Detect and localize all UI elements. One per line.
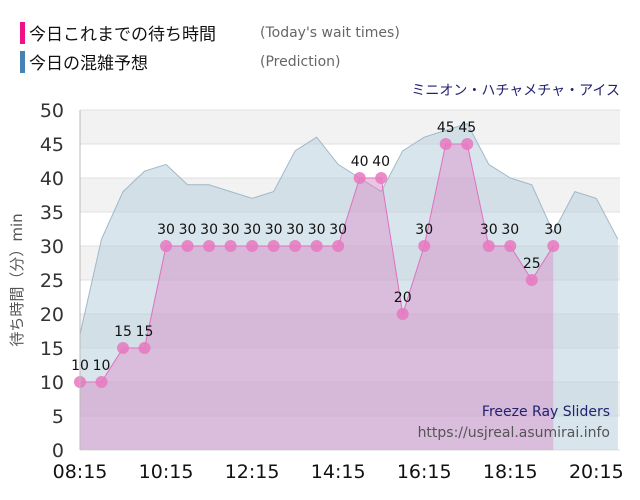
data-point xyxy=(95,376,108,388)
grid-band xyxy=(80,110,620,144)
data-label: 30 xyxy=(286,222,304,238)
x-tick-label: 16:15 xyxy=(397,461,452,483)
data-label: 40 xyxy=(372,154,390,170)
attraction-name: ミニオン・ハチャメチャ・アイス xyxy=(411,83,620,99)
legend-label: 今日これまでの待ち時間 xyxy=(29,25,216,45)
data-point xyxy=(482,240,495,252)
x-tick-label: 08:15 xyxy=(53,461,108,483)
data-point xyxy=(181,240,194,252)
data-point xyxy=(246,240,259,252)
data-label: 20 xyxy=(394,290,412,306)
data-point xyxy=(224,240,237,252)
data-label: 45 xyxy=(437,120,455,136)
series-area xyxy=(80,123,618,450)
data-label: 30 xyxy=(265,222,283,238)
data-label: 30 xyxy=(308,222,326,238)
legend-item-prediction: 今日の混雑予想 (Prediction) xyxy=(20,49,340,74)
data-point xyxy=(418,240,431,252)
data-label: 30 xyxy=(480,222,498,238)
data-label: 40 xyxy=(351,154,369,170)
x-tick-label: 10:15 xyxy=(139,461,194,483)
data-label: 30 xyxy=(157,222,175,238)
data-label: 30 xyxy=(544,222,562,238)
legend-en: (Prediction) xyxy=(260,53,341,70)
x-tick-label: 14:15 xyxy=(311,461,366,483)
data-label: 45 xyxy=(458,120,476,136)
data-point xyxy=(289,240,302,252)
data-point xyxy=(160,240,173,252)
y-tick-label: 50 xyxy=(40,100,64,122)
legend-en: (Today's wait times) xyxy=(260,24,400,41)
data-point xyxy=(547,240,560,252)
data-point xyxy=(461,138,474,150)
series-area xyxy=(80,144,554,450)
data-label: 30 xyxy=(415,222,433,238)
x-tick-label: 20:15 xyxy=(569,461,624,483)
data-point xyxy=(138,342,151,354)
series-line xyxy=(79,122,619,335)
data-point xyxy=(332,240,345,252)
y-tick-label: 20 xyxy=(40,304,64,326)
y-tick-label: 15 xyxy=(40,338,64,360)
data-label: 15 xyxy=(114,324,132,340)
y-tick-label: 25 xyxy=(40,270,64,292)
watermark-url: https://usjreal.asumirai.info xyxy=(418,425,610,441)
y-axis-label: 待ち時間（分）min xyxy=(8,213,26,346)
y-tick-label: 35 xyxy=(40,202,64,224)
watermark-title: Freeze Ray Sliders xyxy=(482,404,610,420)
data-label: 30 xyxy=(329,222,347,238)
data-point xyxy=(310,240,323,252)
data-label: 30 xyxy=(501,222,519,238)
legend-label: 今日の混雑予想 xyxy=(29,54,148,74)
data-label: 30 xyxy=(200,222,218,238)
data-label: 10 xyxy=(93,358,111,374)
legend-item-today: 今日これまでの待ち時間 (Today's wait times) xyxy=(20,20,400,45)
y-tick-label: 5 xyxy=(52,406,64,428)
data-point xyxy=(525,274,538,286)
y-tick-label: 45 xyxy=(40,134,64,156)
legend-swatch xyxy=(20,21,25,44)
legend-swatch xyxy=(20,50,25,73)
data-point xyxy=(439,138,452,150)
data-point xyxy=(267,240,280,252)
data-point xyxy=(353,172,366,184)
data-label: 30 xyxy=(222,222,240,238)
data-point xyxy=(504,240,517,252)
y-tick-label: 0 xyxy=(52,440,64,462)
y-tick-label: 40 xyxy=(40,168,64,190)
data-point xyxy=(117,342,130,354)
data-label: 30 xyxy=(243,222,261,238)
x-tick-label: 12:15 xyxy=(225,461,280,483)
data-label: 30 xyxy=(179,222,197,238)
data-label: 25 xyxy=(523,256,541,272)
data-point xyxy=(396,308,409,320)
data-point xyxy=(203,240,216,252)
x-tick-label: 18:15 xyxy=(483,461,538,483)
data-label: 15 xyxy=(136,324,154,340)
y-tick-label: 30 xyxy=(40,236,64,258)
y-tick-label: 10 xyxy=(40,372,64,394)
data-point xyxy=(375,172,388,184)
